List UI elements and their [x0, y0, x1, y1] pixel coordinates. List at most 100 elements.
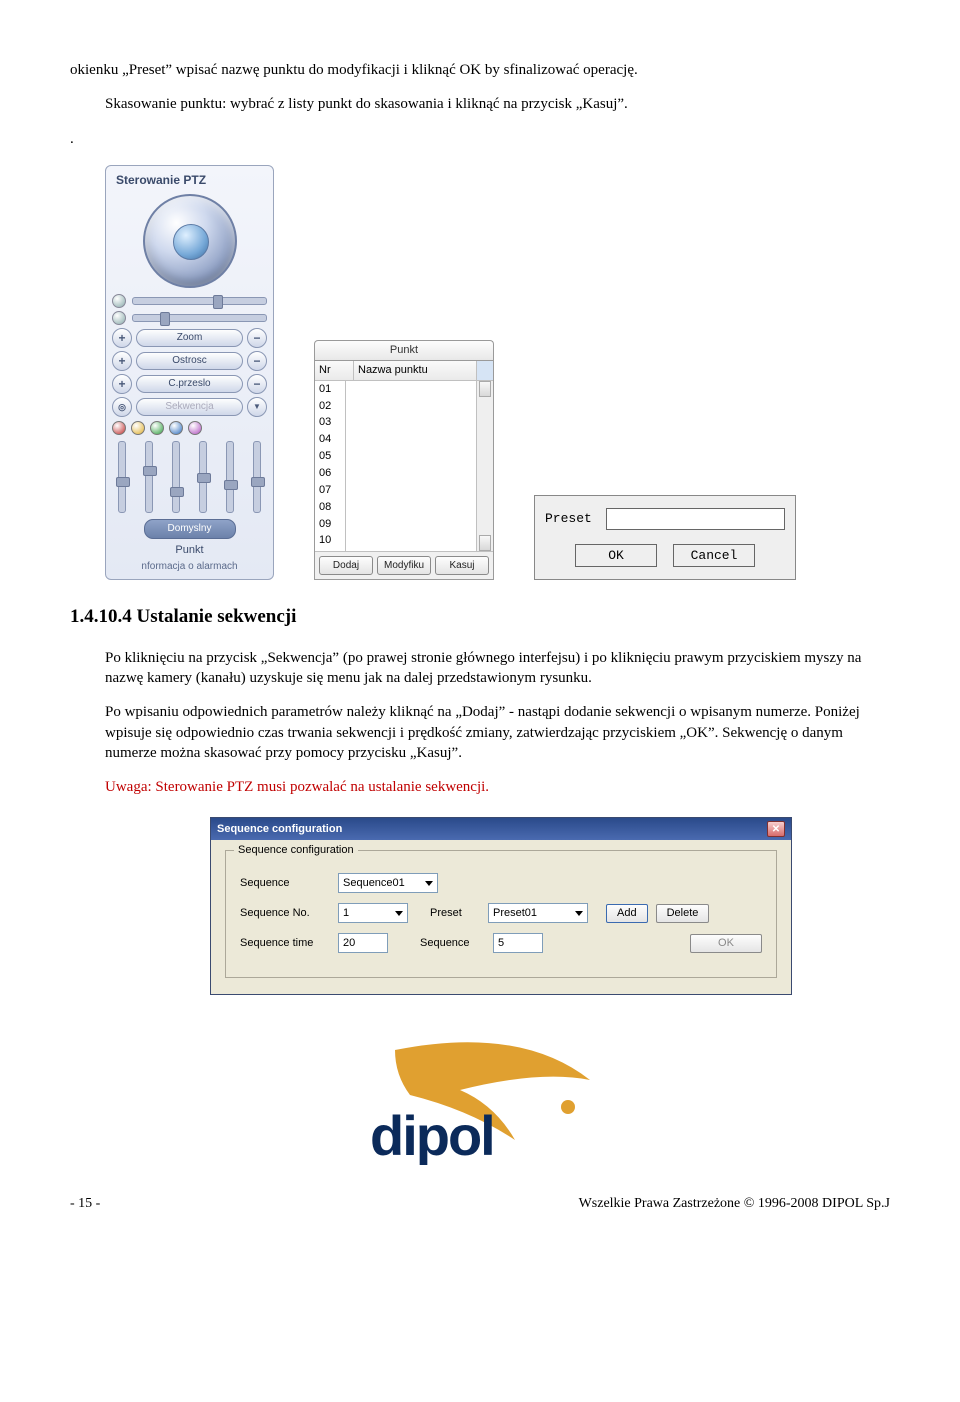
screenshot-row: Sterowanie PTZ + Zoom − + Ostrosc − + C.… — [105, 165, 890, 581]
focus-minus-button[interactable]: − — [247, 351, 267, 371]
ok-button[interactable]: OK — [690, 934, 762, 953]
chevron-down-icon — [575, 911, 583, 916]
chevron-down-icon[interactable]: ▼ — [247, 397, 267, 417]
intro-line-2: Skasowanie punktu: wybrać z listy punkt … — [105, 94, 890, 114]
color-dot[interactable] — [188, 421, 202, 435]
page-footer: - 15 - Wszelkie Prawa Zastrzeżone © 1996… — [70, 1195, 890, 1214]
default-button[interactable]: Domyslny — [144, 519, 236, 539]
table-row[interactable]: 04 — [315, 431, 345, 448]
sequence-value: Sequence01 — [343, 876, 405, 891]
chevron-down-icon — [425, 881, 433, 886]
iris-minus-button[interactable]: − — [247, 374, 267, 394]
vertical-slider[interactable] — [145, 441, 153, 513]
preset-value: Preset01 — [493, 906, 537, 921]
table-row[interactable]: 08 — [315, 499, 345, 516]
preset-label: Preset — [545, 510, 592, 528]
zoom-plus-button[interactable]: + — [112, 328, 132, 348]
table-row[interactable]: 10 — [315, 532, 345, 549]
sequence-fieldset: Sequence configuration Sequence Sequence… — [225, 850, 777, 978]
sequence-no-label: Sequence No. — [240, 906, 330, 921]
sequence-label: Sekwencja — [165, 400, 213, 414]
col-nr[interactable]: Nr — [315, 361, 354, 380]
light-icon[interactable] — [112, 294, 126, 308]
warning-text: Uwaga: Sterowanie PTZ musi pozwalać na u… — [105, 777, 890, 797]
preset-input[interactable] — [606, 508, 785, 530]
focus-plus-button[interactable]: + — [112, 351, 132, 371]
focus-label: Ostrosc — [136, 352, 243, 370]
section-heading: 1.4.10.4 Ustalanie sekwencji — [70, 604, 890, 630]
table-row[interactable]: 03 — [315, 414, 345, 431]
preset-dialog: Preset OK Cancel — [534, 495, 796, 581]
vertical-slider[interactable] — [199, 441, 207, 513]
vertical-slider[interactable] — [172, 441, 180, 513]
dialog-title: Sequence configuration — [217, 822, 342, 837]
sequence-speed-input[interactable]: 5 — [493, 933, 543, 953]
color-dot[interactable] — [150, 421, 164, 435]
punkt-scrollbar[interactable] — [476, 381, 493, 551]
ptz-panel: Sterowanie PTZ + Zoom − + Ostrosc − + C.… — [105, 165, 274, 581]
dodaj-button[interactable]: Dodaj — [319, 556, 373, 576]
sequence-time-label: Sequence time — [240, 936, 330, 951]
vertical-sliders — [112, 441, 267, 513]
lamp-icon[interactable] — [112, 311, 126, 325]
sequence-no-value: 1 — [343, 906, 349, 921]
punkt-panel: Punkt Nr Nazwa punktu 010203040506070809… — [314, 340, 494, 580]
table-row[interactable]: 02 — [315, 398, 345, 415]
table-row[interactable]: 06 — [315, 465, 345, 482]
stray-dot: . — [70, 129, 890, 149]
copyright: Wszelkie Prawa Zastrzeżone © 1996-2008 D… — [579, 1195, 890, 1214]
ptz-slider-2[interactable] — [132, 314, 267, 322]
vertical-slider[interactable] — [226, 441, 234, 513]
color-dot[interactable] — [131, 421, 145, 435]
punkt-name-column — [346, 381, 476, 551]
punkt-header: Nr Nazwa punktu — [315, 361, 493, 381]
zoom-label: Zoom — [136, 329, 243, 347]
sequence-combo[interactable]: Sequence01 — [338, 873, 438, 893]
scroll-up-icon[interactable] — [477, 361, 493, 380]
color-dots-row — [112, 421, 267, 435]
color-dot[interactable] — [169, 421, 183, 435]
ptz-slider-1[interactable] — [132, 297, 267, 305]
kasuj-button[interactable]: Kasuj — [435, 556, 489, 576]
dialog-titlebar[interactable]: Sequence configuration ✕ — [211, 818, 791, 840]
delete-button[interactable]: Delete — [656, 904, 710, 923]
sequence-time-input[interactable]: 20 — [338, 933, 388, 953]
iris-label: C.przeslo — [136, 375, 243, 393]
col-name[interactable]: Nazwa punktu — [354, 361, 477, 380]
sequence-speed-label: Sequence — [420, 936, 485, 951]
page-number: - 15 - — [70, 1195, 100, 1214]
sequence-speed-value: 5 — [498, 936, 504, 951]
preset-ok-button[interactable]: OK — [575, 544, 657, 568]
sequence-no-combo[interactable]: 1 — [338, 903, 408, 923]
sequence-dropdown[interactable]: Sekwencja — [136, 398, 243, 416]
preset-field-label: Preset — [430, 906, 480, 921]
table-row[interactable]: 09 — [315, 516, 345, 533]
ptz-dial[interactable] — [143, 194, 237, 288]
zoom-minus-button[interactable]: − — [247, 328, 267, 348]
intro-line-1: okienku „Preset” wpisać nazwę punktu do … — [70, 60, 890, 80]
modyfikuj-button[interactable]: Modyfiku — [377, 556, 431, 576]
table-row[interactable]: 01 — [315, 381, 345, 398]
ptz-title: Sterowanie PTZ — [116, 172, 267, 188]
vertical-slider[interactable] — [253, 441, 261, 513]
preset-cancel-button[interactable]: Cancel — [673, 544, 755, 568]
punkt-tab[interactable]: Punkt — [314, 340, 494, 360]
body-para-1: Po kliknięciu na przycisk „Sekwencja” (p… — [105, 648, 890, 689]
vertical-slider[interactable] — [118, 441, 126, 513]
punkt-label: Punkt — [112, 543, 267, 558]
table-row[interactable]: 05 — [315, 448, 345, 465]
color-dot[interactable] — [112, 421, 126, 435]
punkt-nr-column: 01020304050607080910 — [315, 381, 346, 551]
body-para-2: Po wpisaniu odpowiednich parametrów nale… — [105, 702, 890, 763]
target-icon[interactable]: ◎ — [112, 397, 132, 417]
iris-plus-button[interactable]: + — [112, 374, 132, 394]
fieldset-legend: Sequence configuration — [234, 843, 358, 858]
svg-text:dipol: dipol — [370, 1104, 494, 1165]
sequence-label: Sequence — [240, 876, 330, 891]
close-icon[interactable]: ✕ — [767, 821, 785, 837]
alarm-info-label: nformacja o alarmach — [112, 560, 267, 574]
logo-wrap: dipol — [70, 1035, 890, 1165]
preset-combo[interactable]: Preset01 — [488, 903, 588, 923]
add-button[interactable]: Add — [606, 904, 648, 923]
table-row[interactable]: 07 — [315, 482, 345, 499]
